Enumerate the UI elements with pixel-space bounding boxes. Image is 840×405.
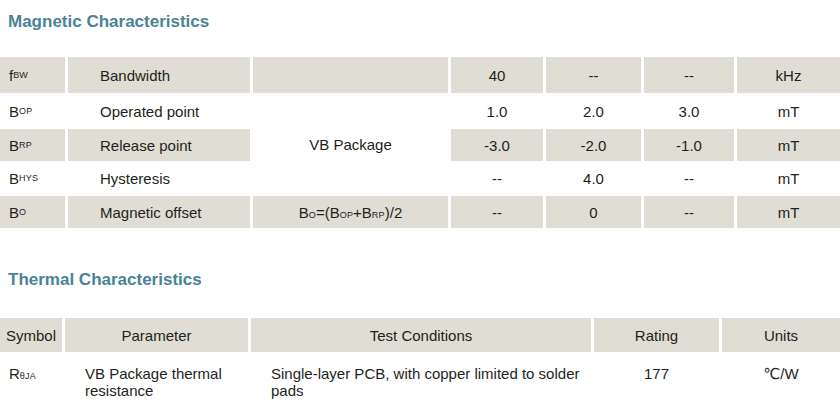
magnetic-section-title: Magnetic Characteristics [0, 0, 840, 32]
typ-cell: 2.0 [546, 96, 641, 126]
symbol-cell: fBW [0, 57, 65, 93]
symbol-base: B [9, 103, 19, 120]
parameter-cell: Release point [68, 129, 250, 161]
typ-cell: -- [546, 57, 641, 93]
parameter-label: Hysteresis [100, 170, 170, 187]
test-conditions-value: VB Package [309, 136, 392, 153]
parameter-label: VB Package thermal resistance [85, 365, 248, 399]
test-conditions-empty-cell [253, 57, 448, 93]
parameter-cell: VB Package thermal resistance [65, 355, 248, 405]
header-test-conditions: Test Conditions [251, 318, 591, 352]
max-value: 3.0 [679, 103, 700, 120]
min-value: 1.0 [487, 103, 508, 120]
max-cell: 3.0 [644, 96, 734, 126]
parameter-cell: Hysteresis [68, 164, 250, 193]
parameter-label: Release point [100, 137, 192, 154]
units-value: mT [778, 137, 800, 154]
symbol-subscript: OP [19, 107, 32, 116]
typ-value: 0 [589, 204, 597, 221]
rating-value: 177 [644, 365, 669, 382]
symbol-subscript: O [19, 208, 26, 217]
header-rating: Rating [594, 318, 719, 352]
min-cell: -- [451, 196, 543, 228]
max-cell: -- [644, 164, 734, 193]
units-value: mT [778, 170, 800, 187]
parameter-label: Bandwidth [100, 67, 170, 84]
typ-value: 2.0 [583, 103, 604, 120]
min-value: -- [492, 170, 502, 187]
max-value: -- [684, 204, 694, 221]
units-cell: mT [737, 129, 840, 161]
symbol-subscript: HYS [19, 174, 38, 183]
header-symbol: Symbol [0, 318, 62, 352]
magnetic-characteristics-table: VB Package fBW Bandwidth 40 -- -- kHz BO… [0, 57, 840, 228]
symbol-cell: BOP [0, 96, 65, 126]
units-cell: kHz [737, 57, 840, 93]
units-value: kHz [776, 67, 802, 84]
min-value: -3.0 [484, 137, 510, 154]
units-value: ℃/W [763, 365, 798, 382]
header-parameter: Parameter [65, 318, 248, 352]
units-value: mT [778, 103, 800, 120]
units-cell: ℃/W [722, 355, 840, 405]
max-value: -1.0 [676, 137, 702, 154]
parameter-label: Magnetic offset [100, 204, 201, 221]
test-conditions-merged-cell: VB Package [253, 96, 448, 193]
parameter-cell: Bandwidth [68, 57, 250, 93]
header-units: Units [722, 318, 840, 352]
max-cell: -- [644, 196, 734, 228]
symbol-cell: BHYS [0, 164, 65, 193]
min-cell: 40 [451, 57, 543, 93]
min-cell: 1.0 [451, 96, 543, 126]
units-cell: mT [737, 196, 840, 228]
symbol-base: B [9, 137, 19, 154]
rating-cell: 177 [594, 355, 719, 405]
symbol-text: RθJA [9, 365, 36, 382]
symbol-base: B [9, 170, 19, 187]
offset-formula-cell: BO=(BOP+BRP)/2 [253, 196, 448, 228]
symbol-subscript: BW [13, 71, 28, 80]
symbol-cell: RθJA [0, 355, 62, 405]
symbol-cell: BRP [0, 129, 65, 161]
formula-text: BO=(BOP+BRP)/2 [299, 204, 403, 221]
typ-value: -2.0 [581, 137, 607, 154]
max-cell: -- [644, 57, 734, 93]
parameter-cell: Operated point [68, 96, 250, 126]
typ-cell: 4.0 [546, 164, 641, 193]
symbol-base: B [9, 204, 19, 221]
thermal-characteristics-table: Symbol Parameter Test Conditions Rating … [0, 318, 840, 405]
test-conditions-cell: Single-layer PCB, with copper limited to… [251, 355, 591, 405]
test-conditions-text: Single-layer PCB, with copper limited to… [271, 365, 581, 399]
symbol-subscript: RP [19, 141, 32, 150]
typ-value: -- [589, 67, 599, 84]
typ-value: 4.0 [583, 170, 604, 187]
min-value: 40 [489, 67, 506, 84]
parameter-cell: Magnetic offset [68, 196, 250, 228]
max-cell: -1.0 [644, 129, 734, 161]
max-value: -- [684, 67, 694, 84]
max-value: -- [684, 170, 694, 187]
min-value: -- [492, 204, 502, 221]
min-cell: -3.0 [451, 129, 543, 161]
units-cell: mT [737, 96, 840, 126]
units-value: mT [778, 204, 800, 221]
typ-cell: -2.0 [546, 129, 641, 161]
symbol-cell: BO [0, 196, 65, 228]
min-cell: -- [451, 164, 543, 193]
typ-cell: 0 [546, 196, 641, 228]
parameter-label: Operated point [100, 103, 199, 120]
thermal-section-title: Thermal Characteristics [0, 270, 840, 290]
units-cell: mT [737, 164, 840, 193]
